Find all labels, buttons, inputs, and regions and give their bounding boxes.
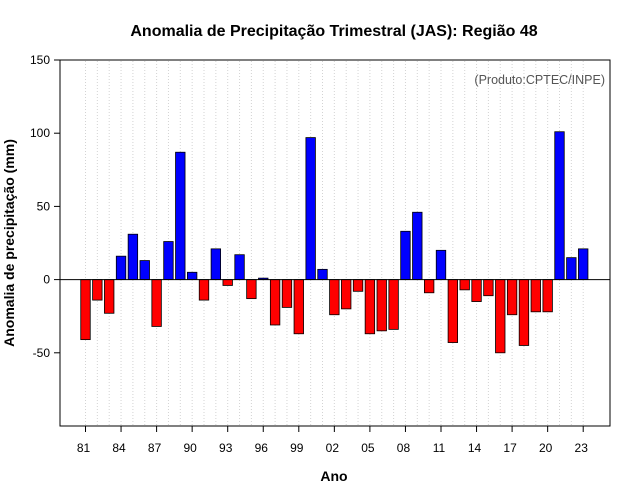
bar-2000 xyxy=(305,137,316,280)
plot-frame xyxy=(59,59,611,427)
bar-2013 xyxy=(459,279,470,291)
bar-2002 xyxy=(329,279,340,316)
bar-1999 xyxy=(293,279,304,335)
bar-2012 xyxy=(447,279,459,343)
bar-2022 xyxy=(566,257,577,281)
bar-2021 xyxy=(554,131,565,280)
bar-1993 xyxy=(222,279,233,286)
bar-2003 xyxy=(341,279,352,310)
bar-1991 xyxy=(198,279,210,301)
bar-2016 xyxy=(495,279,506,354)
bar-1995 xyxy=(246,279,257,300)
x-tick-label-17: 17 xyxy=(503,441,517,455)
y-tick-label--50: -50 xyxy=(33,346,51,360)
bar-2006 xyxy=(376,279,387,332)
x-tick-label-14: 14 xyxy=(468,441,482,455)
x-tick-label-90: 90 xyxy=(183,441,197,455)
x-tick-label-05: 05 xyxy=(361,441,375,455)
bar-1989 xyxy=(175,151,186,280)
bar-1992 xyxy=(210,248,222,281)
x-tick-label-23: 23 xyxy=(575,441,589,455)
bar-2015 xyxy=(483,279,494,297)
bar-1997 xyxy=(269,279,281,326)
y-tick-label-0: 0 xyxy=(43,273,50,287)
x-tick-label-20: 20 xyxy=(539,441,553,455)
bar-2008 xyxy=(400,230,411,280)
chart-title: Anomalia de Precipitação Trimestral (JAS… xyxy=(130,23,537,40)
x-axis-label: Ano xyxy=(320,468,347,484)
bar-1982 xyxy=(92,279,103,301)
bar-2004 xyxy=(352,279,364,292)
x-tick-label-96: 96 xyxy=(255,441,269,455)
x-tick-label-11: 11 xyxy=(433,441,446,455)
bar-1984 xyxy=(115,255,127,280)
bar-1987 xyxy=(151,279,162,327)
x-tick-label-99: 99 xyxy=(290,441,304,455)
bar-2023 xyxy=(578,248,589,281)
x-axis-ticks: 81 84 87 90 93 96 99 02 05 08 11 14 17 20 23 xyxy=(77,426,588,455)
x-tick-label-87: 87 xyxy=(148,441,162,455)
bar-1986 xyxy=(139,260,150,280)
x-tick-label-08: 08 xyxy=(397,441,411,455)
bar-2010 xyxy=(423,279,435,294)
y-axis-ticks: -50 0 50 100 150 xyxy=(30,53,60,360)
bar-2001 xyxy=(317,268,328,280)
y-tick-label-100: 100 xyxy=(30,126,50,140)
bar-2007 xyxy=(388,279,399,330)
bar-2020 xyxy=(542,279,553,313)
vertical-gridlines xyxy=(85,61,584,425)
bar-2019 xyxy=(530,279,541,313)
x-tick-label-93: 93 xyxy=(219,441,233,455)
bar-1990 xyxy=(186,271,198,280)
bar-1981 xyxy=(80,279,91,341)
bar-2018 xyxy=(518,279,530,346)
credit-label: (Produto:CPTEC/INPE) xyxy=(474,73,605,87)
bar-2014 xyxy=(471,279,482,302)
bar-1985 xyxy=(127,233,139,281)
bar-1994 xyxy=(234,254,245,281)
bar-1998 xyxy=(281,279,293,308)
x-tick-label-84: 84 xyxy=(112,441,126,455)
bar-2017 xyxy=(506,279,518,316)
bar-1988 xyxy=(163,241,174,280)
y-axis-label: Anomalia de precipitação (mm) xyxy=(1,139,17,347)
bars-group xyxy=(80,131,589,354)
bar-2005 xyxy=(364,279,376,335)
x-tick-label-81: 81 xyxy=(77,441,91,455)
bar-2011 xyxy=(435,249,447,281)
y-tick-label-50: 50 xyxy=(37,199,51,213)
y-tick-label-150: 150 xyxy=(30,53,50,67)
bar-1983 xyxy=(104,279,115,314)
bar-2009 xyxy=(412,211,423,280)
x-tick-label-02: 02 xyxy=(326,441,340,455)
